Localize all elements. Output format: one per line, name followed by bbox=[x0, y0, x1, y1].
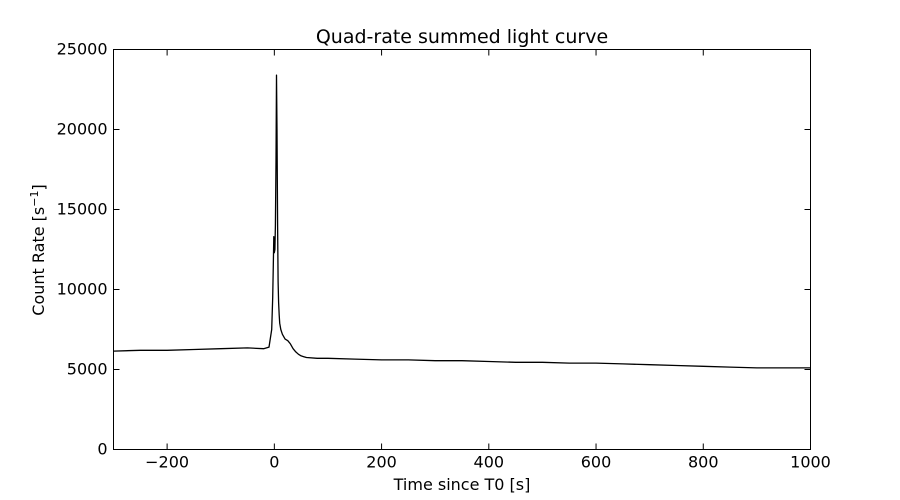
plot-area bbox=[113, 49, 811, 450]
x-tick-label: 800 bbox=[688, 453, 719, 472]
y-axis-label: Count Rate [s−1] bbox=[28, 184, 48, 315]
y-tick-label: 10000 bbox=[57, 280, 108, 299]
y-tick-label: 20000 bbox=[57, 120, 108, 139]
y-tick-label: 5000 bbox=[67, 360, 108, 379]
chart-title: Quad-rate summed light curve bbox=[316, 26, 608, 48]
x-tick-label: 200 bbox=[366, 453, 397, 472]
y-axis-label-text: Count Rate [s bbox=[29, 207, 48, 316]
y-tick-label: 15000 bbox=[57, 200, 108, 219]
x-tick-label: −200 bbox=[145, 453, 189, 472]
y-axis-label-exponent: −1 bbox=[28, 191, 41, 207]
y-tick-label: 25000 bbox=[57, 40, 108, 59]
y-axis-label-close: ] bbox=[29, 184, 48, 190]
x-axis: −200 0 200 400 600 800 1000 bbox=[145, 49, 831, 472]
plot-frame bbox=[113, 49, 811, 450]
x-axis-label: Time since T0 [s] bbox=[393, 475, 531, 494]
x-tick-label: 600 bbox=[581, 453, 612, 472]
x-tick-label: 400 bbox=[474, 453, 505, 472]
y-axis: 0 5000 10000 15000 20000 25000 bbox=[57, 40, 811, 459]
light-curve-series bbox=[113, 74, 811, 369]
x-tick-label: 0 bbox=[269, 453, 279, 472]
x-tick-label: 1000 bbox=[790, 453, 831, 472]
y-tick-label: 0 bbox=[97, 440, 107, 459]
